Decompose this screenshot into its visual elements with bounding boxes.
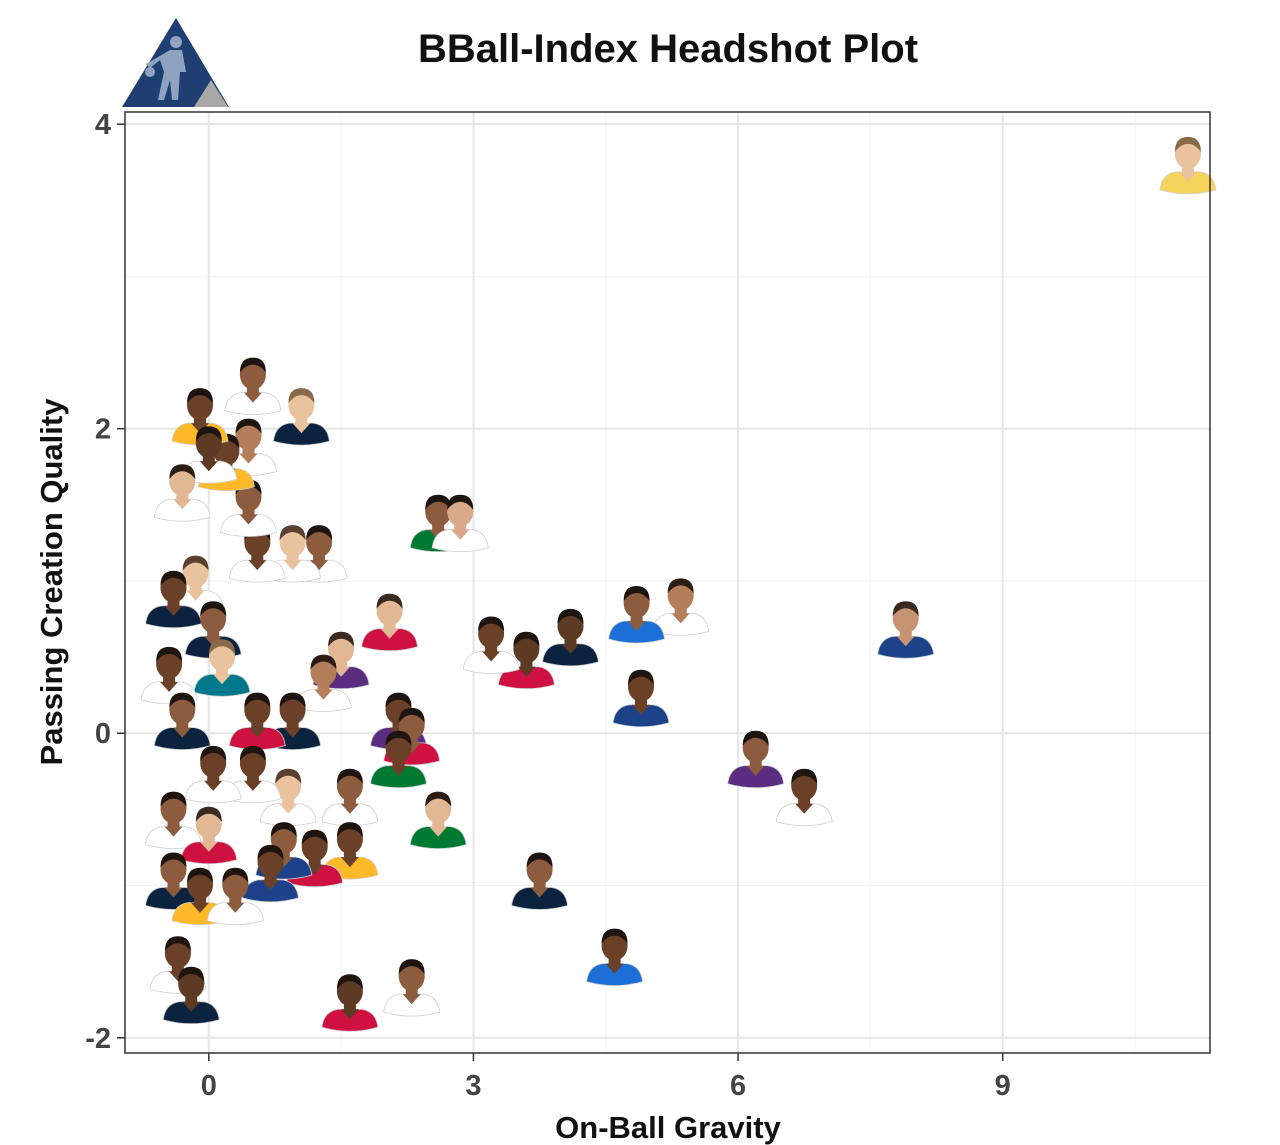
player-headshot-point (877, 601, 935, 659)
player-headshot-point (193, 639, 251, 697)
basketball-player-icon (145, 36, 186, 100)
player-headshot-point (153, 464, 211, 522)
player-headshot-point (295, 654, 352, 712)
y-tick-label: 2 (95, 414, 111, 446)
player-headshot-point (272, 388, 330, 446)
player-headshot-point (383, 959, 441, 1017)
logo-gray-triangle (194, 80, 228, 107)
x-axis: 0 3 6 9 (201, 1053, 1011, 1102)
player-headshot-point (153, 692, 211, 750)
player-headshot-point (409, 791, 467, 849)
player-headshot-point (431, 494, 489, 553)
player-headshot-point (259, 768, 317, 827)
x-tick-label: 9 (995, 1070, 1011, 1102)
x-tick-label: 3 (465, 1070, 481, 1102)
y-axis-label: Passing Creation Quality (34, 398, 69, 766)
player-headshot-point (727, 730, 785, 789)
player-headshot-point (361, 593, 419, 652)
player-headshot-point (145, 791, 202, 849)
player-headshot-point (542, 608, 599, 667)
player-headshot-point (145, 570, 202, 629)
y-tick-label: -2 (85, 1023, 111, 1055)
player-headshot-point (775, 768, 833, 827)
player-headshot-point (242, 844, 299, 903)
player-headshot-point (652, 578, 710, 636)
chart-title: BBall-Index Headshot Plot (418, 27, 918, 71)
player-headshot-point (497, 631, 555, 690)
player-headshot-point (612, 669, 670, 728)
x-tick-label: 0 (201, 1070, 217, 1102)
x-tick-label: 6 (730, 1070, 746, 1102)
player-headshot-point (608, 586, 666, 644)
player-headshot-point (180, 806, 238, 865)
player-headshot-point (511, 852, 569, 910)
player-headshot-point (228, 692, 286, 750)
player-headshot-point (184, 745, 242, 804)
y-axis: -2 0 2 4 (85, 109, 125, 1055)
player-headshot-point (586, 928, 644, 986)
player-headshot-point (1159, 136, 1217, 195)
player-headshot-point (321, 974, 379, 1032)
player-headshot-point (290, 525, 348, 583)
player-headshot-point (162, 966, 220, 1025)
player-headshot-point (224, 357, 282, 415)
player-headshot-point (206, 867, 264, 926)
plot-border (124, 111, 1211, 1054)
player-headshot-point (370, 730, 427, 789)
player-headshot-point (321, 768, 379, 827)
player-headshot-point (462, 616, 520, 674)
plot-background (125, 112, 1210, 1053)
headshot-markers (140, 136, 1217, 1032)
y-tick-label: 4 (95, 109, 111, 141)
major-gridlines (125, 112, 1210, 1053)
y-tick-label: 0 (95, 718, 111, 750)
bball-index-logo (122, 18, 229, 107)
x-axis-label: On-Ball Gravity (555, 1110, 781, 1145)
